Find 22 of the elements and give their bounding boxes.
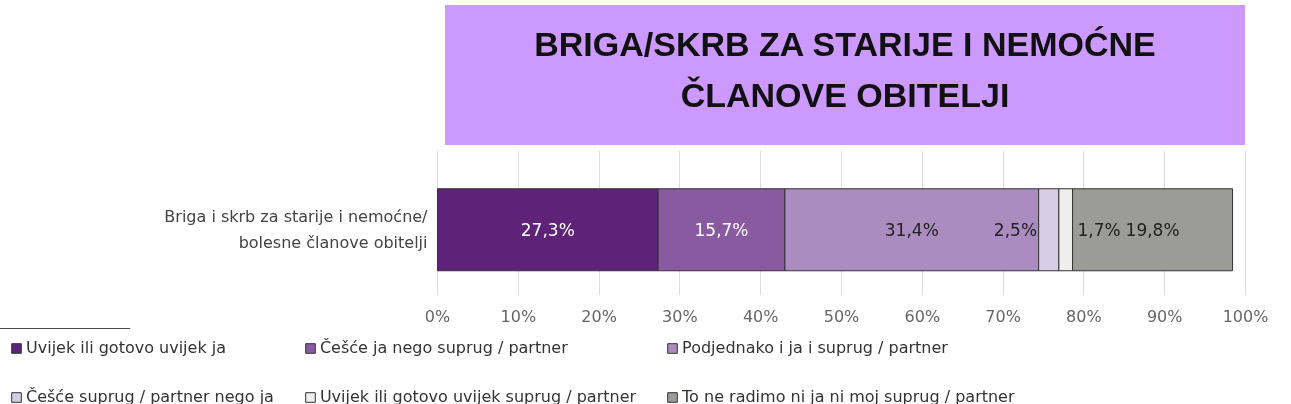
x-tick-label: 30% [662,306,698,326]
x-tick-label: 0% [424,306,451,326]
x-tick-label: 60% [904,306,941,326]
x-tick-label: 90% [1146,306,1183,326]
text: 19,8% [1125,219,1180,240]
x-tick-label: 70% [985,306,1021,326]
text: 2,5% [993,219,1038,240]
x-tick-label: 100% [1222,306,1269,326]
legend-label: Češće ja nego suprug / partner [319,338,568,357]
legend-label: Uvijek ili gotovo uvijek ja [26,338,226,357]
y-tick-label: Briga i skrb za starije i nemoćne/ bolesne članove obitelji [164,207,429,253]
x-tick-label: 10% [500,306,537,326]
chart-title: BRIGA/SKRB ZA STARIJE I NEMOĆNE ČLANOVE OBITELJI [533,24,1157,116]
x-tick-label: 40% [742,306,779,326]
text: 15,7% [694,219,749,240]
x-tick-label: 20% [581,306,617,326]
x-tick-label: 80% [1066,306,1102,326]
text: 27,3% [520,219,575,240]
text: 31,4% [884,219,939,240]
x-tick-label: 50% [823,306,860,326]
legend-label: Podjednako i ja i suprug / partner [682,338,948,357]
text: 1,7% [1077,219,1121,240]
